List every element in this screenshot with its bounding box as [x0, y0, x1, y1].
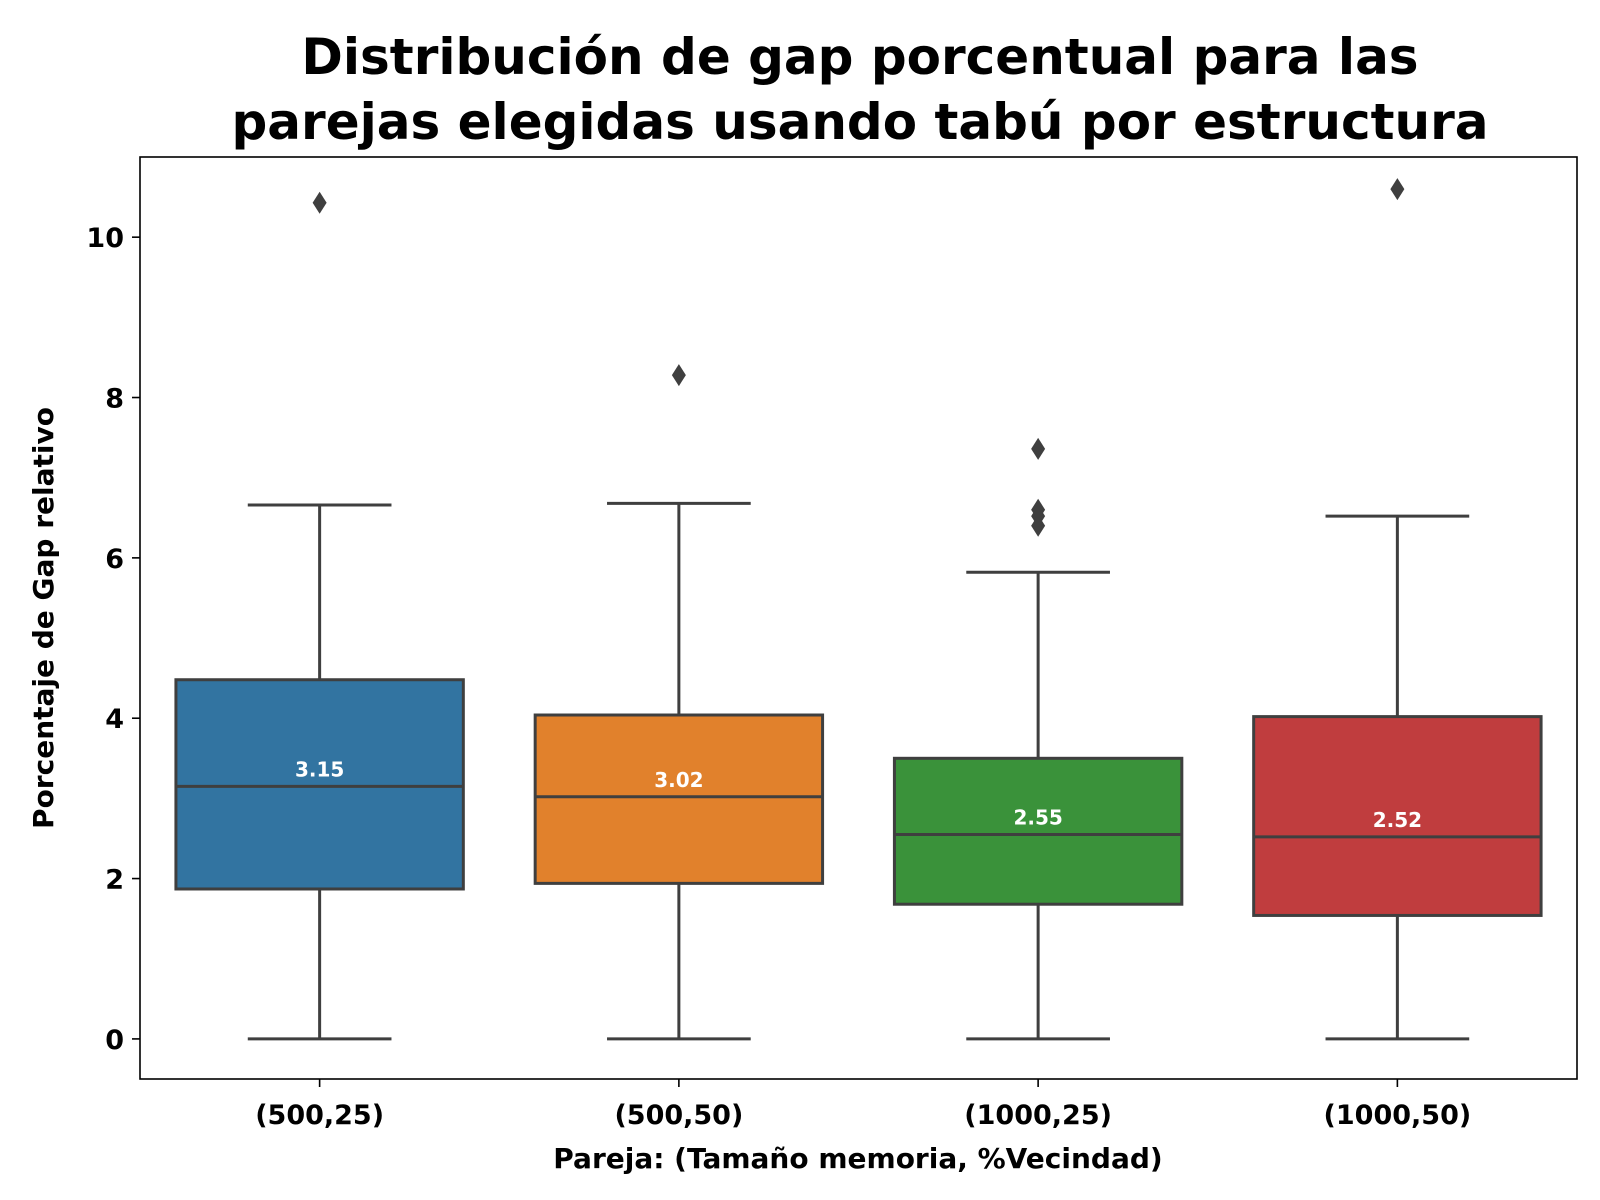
box-group-(500,25): 3.15	[174, 191, 465, 1041]
outlier-point	[1390, 178, 1405, 201]
median-label: 3.15	[295, 757, 344, 781]
box-iqr	[892, 756, 1184, 906]
x-tick-label: (1000,25)	[964, 1100, 1112, 1131]
chart-title-line-2: parejas elegidas usando tabú por estruct…	[232, 93, 1489, 151]
y-tick-label: 0	[105, 1025, 124, 1056]
outlier-point	[312, 191, 327, 214]
x-tick-label: (500,50)	[614, 1100, 743, 1131]
outlier-point	[671, 364, 686, 387]
box-iqr	[1252, 715, 1543, 917]
box-iqr	[174, 678, 465, 891]
y-tick-label: 8	[105, 384, 124, 415]
plot-area: 0 2 4 6 8 10 (500,25) (500,50) (1000,25) (1000,50…	[86, 178, 1543, 1131]
outlier-point	[1031, 498, 1046, 521]
plot-frame	[139, 156, 1578, 1080]
y-tick-label: 2	[105, 865, 124, 896]
y-tick-label: 6	[105, 544, 124, 575]
y-tick-label: 10	[86, 223, 124, 254]
median-label: 2.52	[1373, 808, 1422, 832]
y-axis-label: Porcentaje de Gap relativo	[27, 407, 60, 829]
x-axis-label: Pareja: (Tamaño memoria, %Vecindad)	[553, 1142, 1162, 1175]
outlier-point	[1031, 437, 1046, 460]
box-group-(500,50): 3.02	[533, 364, 825, 1041]
box-group-(1000,50): 2.52	[1252, 178, 1543, 1041]
median-label: 3.02	[654, 768, 703, 792]
x-tick-label: (500,25)	[255, 1100, 384, 1131]
box-group-(1000,25): 2.55	[892, 437, 1184, 1041]
chart-title-line-1: Distribución de gap porcentual para las	[301, 28, 1418, 86]
median-label: 2.55	[1013, 805, 1062, 829]
y-tick-label: 4	[105, 704, 124, 735]
box-iqr	[533, 713, 825, 885]
x-tick-label: (1000,50)	[1324, 1100, 1472, 1131]
